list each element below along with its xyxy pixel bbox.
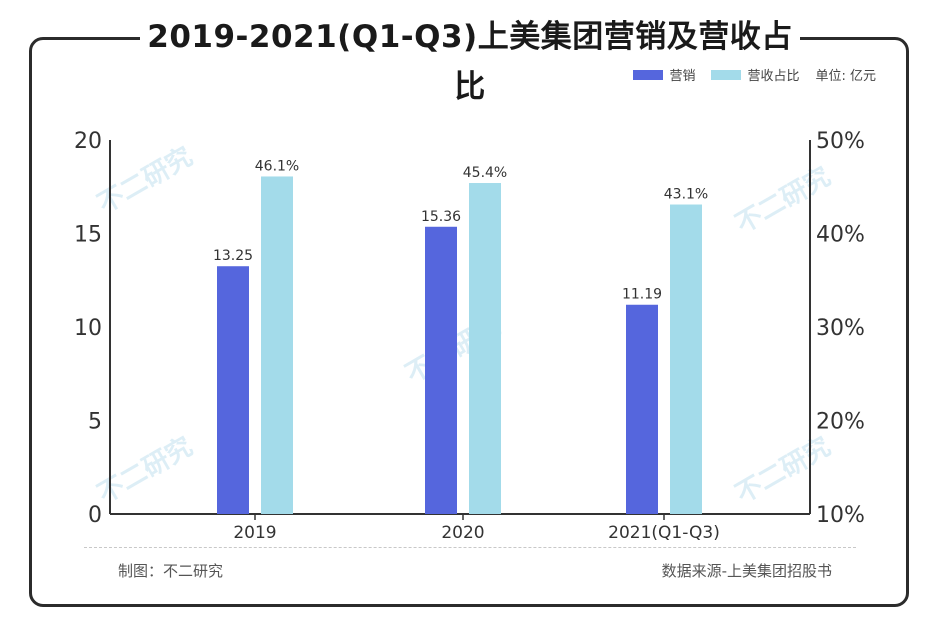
legend-swatch-marketing xyxy=(633,69,664,80)
y-right-tick-label: 30% xyxy=(816,316,865,341)
bar-ratio xyxy=(261,176,293,514)
legend-swatch-ratio xyxy=(711,69,742,80)
data-label-marketing: 11.19 xyxy=(622,287,662,303)
legend-item-marketing: 营销 xyxy=(633,65,695,84)
data-label-ratio: 43.1% xyxy=(664,187,708,203)
x-tick-label: 2020 xyxy=(441,523,484,543)
footer-divider xyxy=(84,547,856,548)
unit-label: 单位: 亿元 xyxy=(815,69,876,84)
y-left-tick-label: 5 xyxy=(88,410,102,435)
legend-item-ratio: 营收占比 xyxy=(711,65,799,84)
bar-ratio xyxy=(670,204,702,514)
legend: 营销 营收占比 单位: 亿元 xyxy=(633,65,876,84)
data-label-marketing: 13.25 xyxy=(213,248,253,264)
x-tick-label: 2019 xyxy=(233,523,276,543)
footer-source: 数据来源-上美集团招股书 xyxy=(661,562,832,580)
legend-label-ratio: 营收占比 xyxy=(747,69,800,84)
y-right-tick-label: 40% xyxy=(816,223,865,248)
data-label-ratio: 45.4% xyxy=(463,165,507,181)
y-left-tick-label: 10 xyxy=(74,316,102,341)
footer-credit: 制图：不二研究 xyxy=(118,562,224,580)
y-right-tick-label: 20% xyxy=(816,410,865,435)
y-right-tick-label: 50% xyxy=(816,129,865,154)
bar-marketing xyxy=(425,226,457,514)
bar-marketing xyxy=(626,304,658,514)
x-tick-label: 2021(Q1-Q3) xyxy=(608,523,720,543)
y-left-tick-label: 0 xyxy=(88,503,102,528)
legend-label-marketing: 营销 xyxy=(669,69,696,84)
y-left-tick-label: 15 xyxy=(74,223,102,248)
bar-marketing xyxy=(217,266,249,514)
data-label-marketing: 15.36 xyxy=(421,209,461,225)
chart-title: 2019-2021(Q1-Q3)上美集团营销及营收占比 xyxy=(140,12,800,105)
y-right-tick-label: 10% xyxy=(816,503,865,528)
data-label-ratio: 46.1% xyxy=(255,158,299,174)
y-left-tick-label: 20 xyxy=(74,129,102,154)
bar-ratio xyxy=(469,183,501,514)
